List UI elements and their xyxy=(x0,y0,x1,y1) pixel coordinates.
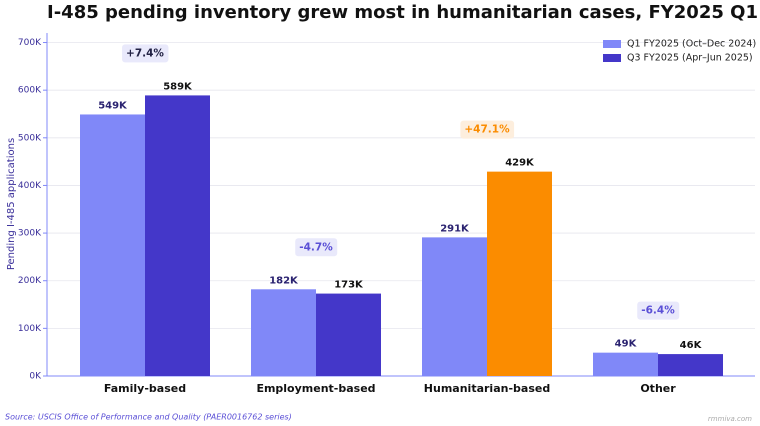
legend-label: Q1 FY2025 (Oct–Dec 2024) xyxy=(627,39,756,50)
value-label: 46K xyxy=(680,340,703,351)
y-tick-label: 200K xyxy=(18,276,42,286)
value-label: 589K xyxy=(163,81,193,92)
x-tick-label: Family-based xyxy=(104,382,186,395)
value-label: 429K xyxy=(505,158,535,169)
annotation-box xyxy=(122,44,169,63)
annotation-box xyxy=(637,301,680,320)
value-label: 291K xyxy=(440,223,470,234)
legend-swatch xyxy=(603,40,621,48)
annotation-box xyxy=(460,120,515,139)
y-tick-label: 0K xyxy=(29,372,42,382)
annotation: +47.1% xyxy=(464,124,510,136)
value-label: 49K xyxy=(615,339,638,350)
legend-label: Q3 FY2025 (Apr–Jun 2025) xyxy=(627,53,753,64)
bar xyxy=(487,171,552,376)
bar xyxy=(422,237,487,376)
y-tick-label: 500K xyxy=(18,133,42,143)
bar xyxy=(593,352,658,376)
x-tick-label: Employment-based xyxy=(256,382,375,395)
bar xyxy=(80,114,145,377)
y-tick-label: 400K xyxy=(18,181,42,191)
chart-title: I-485 pending inventory grew most in hum… xyxy=(47,2,760,23)
annotation: +7.4% xyxy=(126,47,164,59)
watermark: rmmiva.com xyxy=(708,415,752,423)
bar xyxy=(316,293,381,376)
annotation: -4.7% xyxy=(299,241,333,253)
y-tick-label: 300K xyxy=(18,229,42,239)
annotation: -6.4% xyxy=(641,305,675,317)
y-tick-label: 600K xyxy=(18,86,42,96)
x-tick-label: Humanitarian-based xyxy=(424,382,550,395)
value-label: 549K xyxy=(98,100,128,111)
bar xyxy=(251,289,316,376)
source: Source: USCIS Office of Performance and … xyxy=(5,413,292,422)
bar xyxy=(658,354,723,376)
y-tick-label: 100K xyxy=(18,324,42,334)
y-tick-label: 700K xyxy=(18,38,42,48)
annotation-box xyxy=(295,238,338,257)
value-label: 182K xyxy=(269,275,299,286)
value-label: 173K xyxy=(334,280,364,291)
bar xyxy=(145,95,210,376)
x-tick-label: Other xyxy=(640,382,676,395)
y-axis-label: Pending I-485 applications xyxy=(6,138,17,270)
legend-swatch xyxy=(603,54,621,62)
